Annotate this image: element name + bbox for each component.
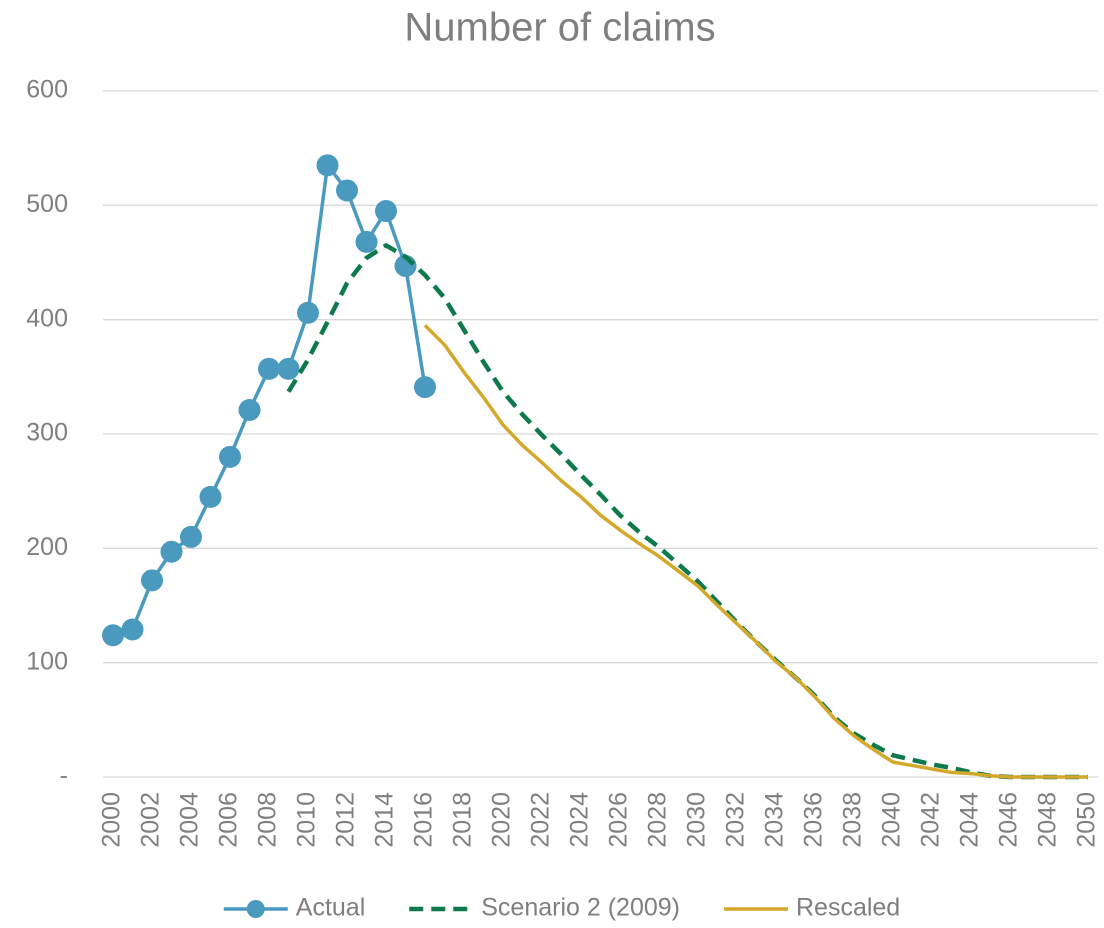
data-point [219, 445, 241, 468]
x-tick-label: 2040 [878, 792, 906, 848]
x-tick-label: 2042 [917, 792, 945, 848]
x-tick-label: 2044 [956, 792, 984, 848]
x-tick-label: 2026 [605, 792, 633, 848]
series-line [286, 243, 1088, 780]
data-point [414, 376, 436, 399]
data-point [160, 540, 183, 563]
x-tick-label: 2028 [644, 792, 672, 848]
x-tick-label: 2046 [995, 792, 1023, 848]
x-tick-label: 2004 [176, 792, 204, 848]
x-tick-label: 2030 [683, 792, 711, 848]
x-tick-label: 2032 [722, 792, 750, 848]
x-tick-label: 2018 [449, 792, 477, 848]
data-point [297, 301, 319, 324]
data-point [316, 154, 339, 177]
data-point [375, 200, 397, 223]
y-tick-label: 400 [26, 304, 68, 332]
x-tick-label: 2000 [98, 792, 126, 848]
x-tick-label: 2048 [1034, 792, 1062, 848]
x-tick-label: 2008 [254, 792, 282, 848]
data-point [199, 485, 222, 508]
data-point [180, 525, 202, 548]
legend-label: Scenario 2 (2009) [481, 894, 680, 922]
data-point [102, 624, 124, 647]
x-tick-label: 2024 [566, 792, 594, 848]
y-tick-label: 300 [26, 419, 68, 447]
x-tick-label: 2022 [527, 792, 555, 848]
series-line [112, 163, 427, 637]
series-line [423, 324, 1088, 779]
x-tick-label: 2038 [839, 792, 867, 848]
legend-label: Actual [296, 894, 365, 922]
x-tick-label: 2020 [488, 792, 516, 848]
data-point [238, 398, 261, 421]
y-tick-label: 200 [26, 533, 68, 561]
chart-title: Number of claims [404, 6, 715, 50]
data-point [121, 618, 144, 641]
data-point [277, 357, 300, 380]
x-tick-label: 2002 [137, 792, 165, 848]
data-point [336, 179, 358, 202]
x-tick-label: 2034 [761, 792, 789, 848]
data-point [258, 357, 280, 380]
y-tick-label: - [60, 762, 68, 790]
legend-marker [246, 900, 265, 918]
x-tick-label: 2012 [332, 792, 360, 848]
x-tick-label: 2036 [800, 792, 828, 848]
y-tick-label: 500 [26, 190, 68, 218]
y-tick-label: 100 [26, 647, 68, 675]
x-tick-label: 2006 [215, 792, 243, 848]
legend: Actual Scenario 2 (2009) Rescaled [223, 894, 900, 922]
data-point [141, 569, 163, 592]
x-tick-label: 2016 [410, 792, 438, 848]
x-tick-label: 2010 [293, 792, 321, 848]
legend-label: Rescaled [796, 894, 900, 922]
data-point [355, 230, 378, 253]
y-tick-label: 600 [26, 76, 68, 104]
x-tick-label: 2014 [371, 792, 399, 848]
x-tick-label: 2050 [1073, 792, 1101, 848]
